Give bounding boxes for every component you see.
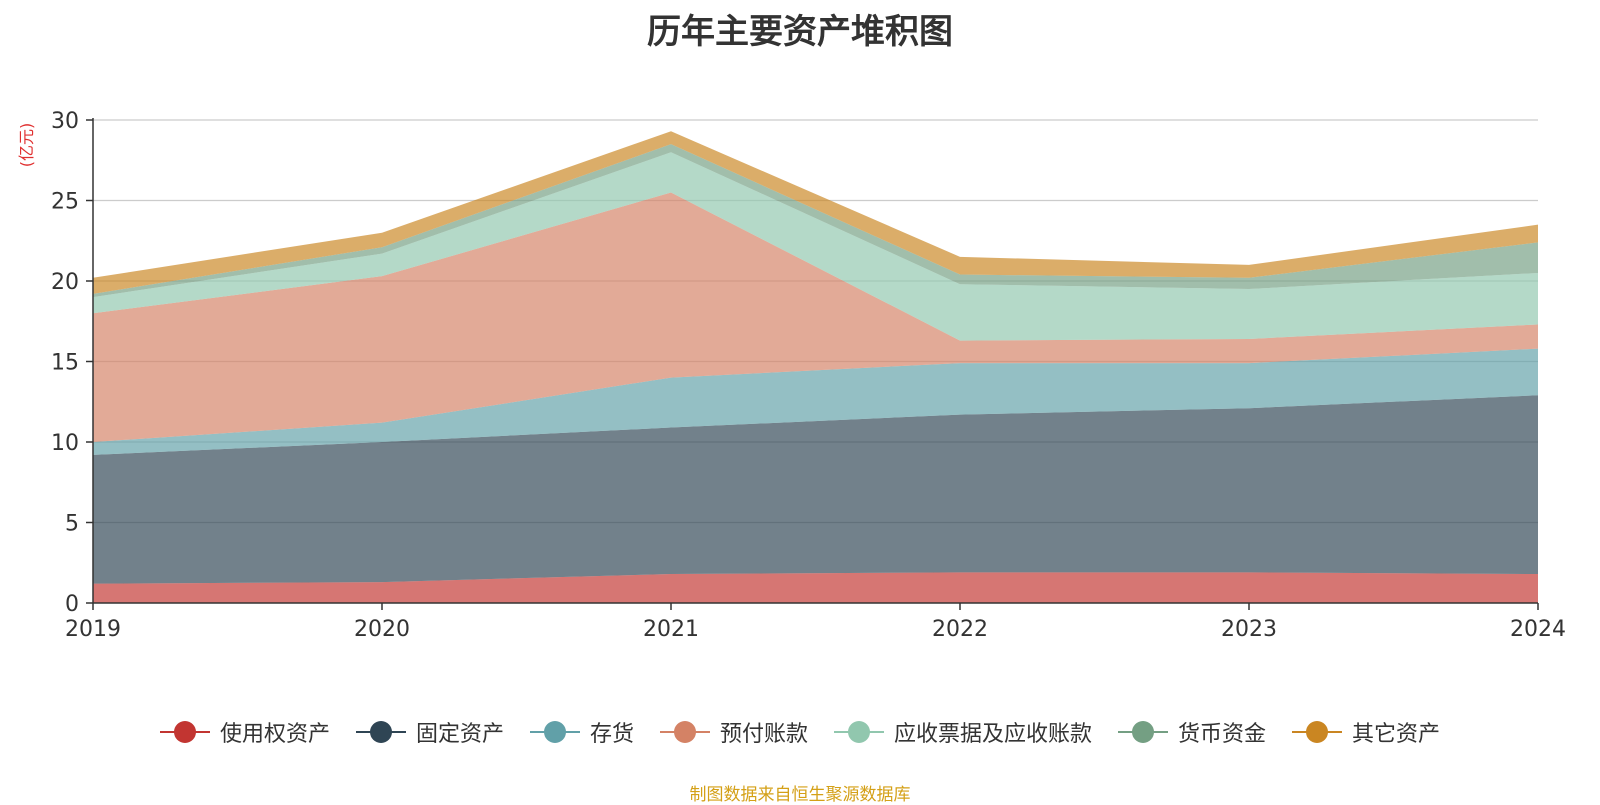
- y-tick-label: 15: [51, 351, 79, 376]
- area-series-2: [93, 395, 1538, 584]
- legend: 使用权资产 固定资产 存货 预付账款 应收票据及应收账款 货币资金 其它资产: [0, 716, 1600, 748]
- chart-title: 历年主要资产堆积图: [647, 12, 953, 52]
- x-tick-label: 2024: [1510, 617, 1566, 642]
- area-series: [93, 131, 1538, 603]
- legend-label: 货币资金: [1178, 722, 1267, 747]
- legend-label: 存货: [589, 722, 634, 747]
- y-tick-label: 30: [51, 109, 79, 134]
- area-series-5: [93, 152, 1538, 341]
- legend-marker: [1118, 720, 1169, 744]
- legend-item-4[interactable]: 预付账款: [659, 716, 808, 748]
- x-tick-label: 2020: [354, 617, 410, 642]
- legend-item-2[interactable]: 固定资产: [355, 716, 504, 748]
- axes: 0 5 10 15 20 25 30 2019 2020 2021 2022 2023 2024: [51, 109, 1566, 642]
- x-tick-label: 2019: [65, 617, 121, 642]
- y-axis-label: (亿元): [17, 123, 36, 168]
- y-tick-label: 25: [51, 190, 79, 215]
- legend-label: 其它资产: [1352, 722, 1441, 747]
- legend-item-3[interactable]: 存货: [529, 716, 634, 748]
- legend-marker: [659, 720, 710, 744]
- legend-item-6[interactable]: 货币资金: [1118, 716, 1266, 748]
- legend-marker: [529, 720, 580, 744]
- area-series-4: [93, 192, 1538, 442]
- area-series-3: [93, 348, 1538, 455]
- legend-label: 应收票据及应收账款: [894, 722, 1093, 747]
- legend-marker: [1292, 720, 1343, 744]
- legend-marker: [159, 720, 210, 744]
- y-tick-label: 5: [65, 512, 79, 537]
- legend-label: 预付账款: [719, 722, 808, 747]
- y-tick-label: 20: [51, 270, 79, 295]
- legend-item-5[interactable]: 应收票据及应收账款: [834, 716, 1092, 748]
- area-series-1: [93, 572, 1538, 603]
- legend-label: 使用权资产: [219, 722, 330, 747]
- legend-item-1[interactable]: 使用权资产: [159, 716, 330, 748]
- y-tick-label: 10: [51, 431, 79, 456]
- legend-marker: [834, 720, 884, 744]
- x-tick-label: 2021: [643, 617, 699, 642]
- legend-item-7[interactable]: 其它资产: [1292, 716, 1440, 748]
- y-tick-label: 0: [65, 592, 79, 617]
- legend-label: 固定资产: [415, 722, 504, 747]
- x-tick-label: 2022: [932, 617, 988, 642]
- legend-marker: [355, 720, 406, 744]
- x-tick-label: 2023: [1221, 617, 1277, 642]
- source-note: 制图数据来自恒生聚源数据库: [689, 785, 911, 805]
